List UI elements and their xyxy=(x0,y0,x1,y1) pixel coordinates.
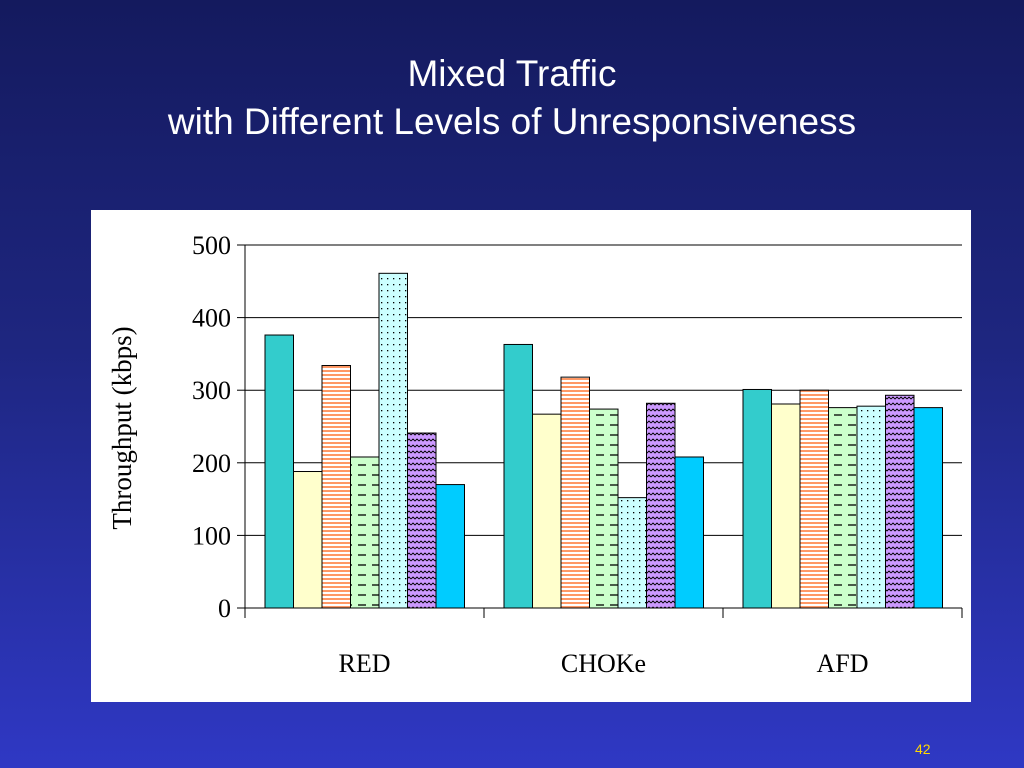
y-tick-label: 0 xyxy=(218,594,231,623)
bar-afd-series-2 xyxy=(771,403,801,609)
bar-choke-series-4 xyxy=(589,408,619,609)
bar-choke-series-7 xyxy=(674,456,704,609)
bar-choke-series-2 xyxy=(532,413,562,609)
bar-choke-series-1 xyxy=(503,343,533,609)
bar-afd-series-6 xyxy=(885,394,915,609)
bar-afd-series-1 xyxy=(742,388,772,609)
bar-red-series-7 xyxy=(435,484,465,609)
slide-title-line-1: Mixed Traffic xyxy=(407,53,617,94)
bar-choke-series-6 xyxy=(646,402,676,609)
y-tick-label: 400 xyxy=(192,304,231,333)
page-number: 42 xyxy=(915,741,931,757)
bar-red-series-5 xyxy=(378,272,408,609)
bar-afd-series-7 xyxy=(913,407,943,609)
bar-red-series-4 xyxy=(350,456,380,609)
bar-choke-series-5 xyxy=(617,497,647,609)
category-label: CHOKe xyxy=(561,649,646,678)
y-tick-label: 200 xyxy=(192,449,231,478)
chart-panel: 0 100 200 300 400 500 RED CHOKe AFD Throughput (… xyxy=(91,210,971,702)
category-label: RED xyxy=(339,649,391,678)
category-label: AFD xyxy=(816,649,868,678)
bar-afd-series-4 xyxy=(828,407,858,609)
y-axis-title: Throughput (kbps) xyxy=(107,326,137,529)
bar-red-series-3 xyxy=(321,365,351,609)
y-tick-label: 300 xyxy=(192,376,231,405)
bar-red-series-1 xyxy=(264,334,294,609)
slide-title-line-2: with Different Levels of Unresponsivenes… xyxy=(167,101,857,142)
bar-afd-series-5 xyxy=(856,405,886,609)
bar-choke-series-3 xyxy=(560,376,590,609)
y-tick-label: 500 xyxy=(192,231,231,260)
slide-title: Mixed Traffic with Different Levels of U… xyxy=(0,50,1024,146)
bar-chart: 0 100 200 300 400 500 RED CHOKe AFD Throughput (… xyxy=(107,231,963,678)
y-tick-label: 100 xyxy=(192,521,231,550)
bar-afd-series-3 xyxy=(799,389,829,609)
bar-red-series-6 xyxy=(407,432,437,609)
bar-red-series-2 xyxy=(293,471,323,609)
